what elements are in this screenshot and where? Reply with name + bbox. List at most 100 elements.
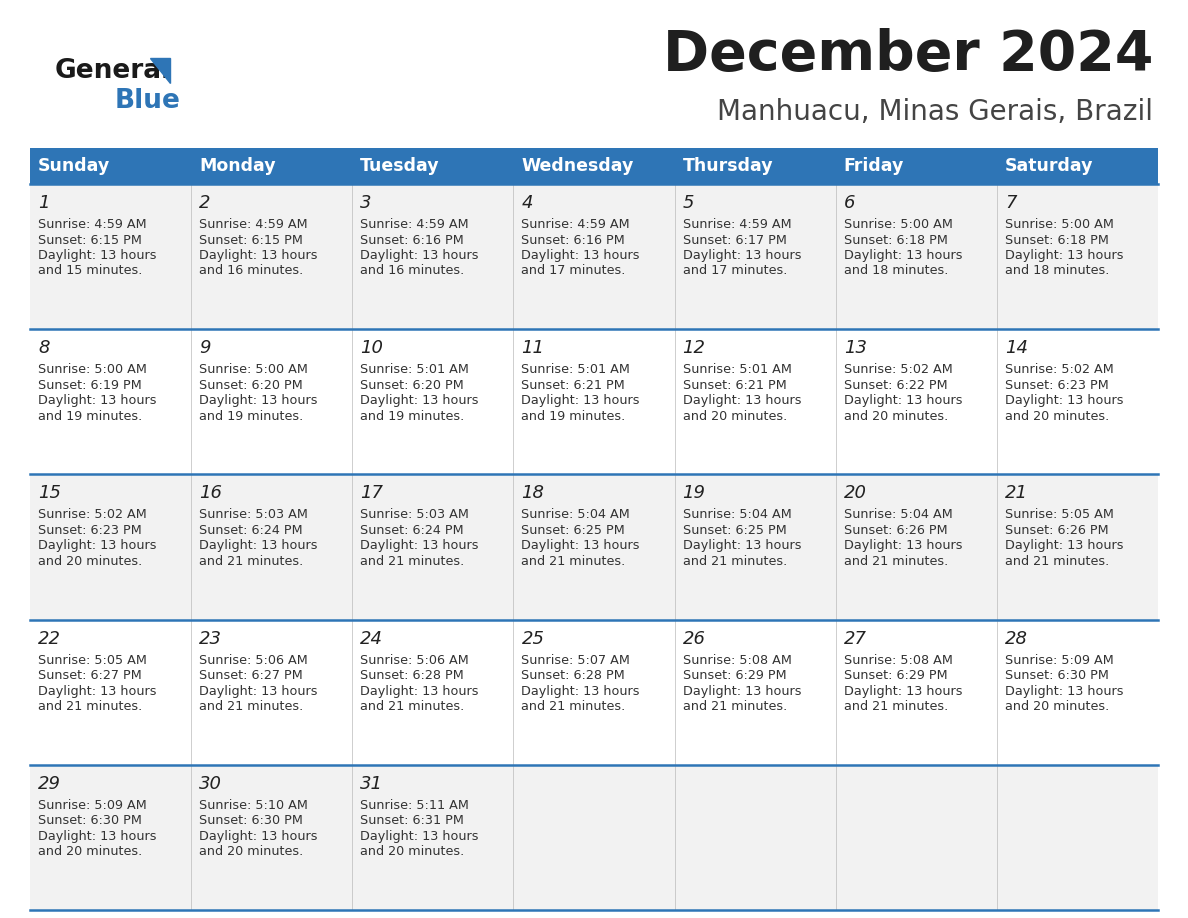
Text: 7: 7 xyxy=(1005,194,1017,212)
Text: and 21 minutes.: and 21 minutes. xyxy=(522,554,626,568)
Text: Sunrise: 5:04 AM: Sunrise: 5:04 AM xyxy=(683,509,791,521)
Bar xyxy=(835,620,997,765)
Text: Daylight: 13 hours: Daylight: 13 hours xyxy=(38,249,157,262)
Text: 24: 24 xyxy=(360,630,384,647)
Text: Sunrise: 4:59 AM: Sunrise: 4:59 AM xyxy=(200,218,308,231)
Text: and 21 minutes.: and 21 minutes. xyxy=(843,554,948,568)
Text: 25: 25 xyxy=(522,630,544,647)
Text: Daylight: 13 hours: Daylight: 13 hours xyxy=(683,249,801,262)
Text: 29: 29 xyxy=(38,775,61,793)
Text: Daylight: 13 hours: Daylight: 13 hours xyxy=(843,685,962,698)
Text: 28: 28 xyxy=(1005,630,1028,647)
Text: Sunset: 6:19 PM: Sunset: 6:19 PM xyxy=(38,379,141,392)
Text: and 21 minutes.: and 21 minutes. xyxy=(360,700,465,713)
Text: and 20 minutes.: and 20 minutes. xyxy=(38,845,143,858)
Text: Daylight: 13 hours: Daylight: 13 hours xyxy=(1005,685,1124,698)
Text: Sunset: 6:27 PM: Sunset: 6:27 PM xyxy=(38,669,141,682)
Text: Sunset: 6:29 PM: Sunset: 6:29 PM xyxy=(843,669,947,682)
Text: Sunrise: 5:06 AM: Sunrise: 5:06 AM xyxy=(360,654,469,666)
Text: Daylight: 13 hours: Daylight: 13 hours xyxy=(683,685,801,698)
Text: 12: 12 xyxy=(683,339,706,357)
Text: Daylight: 13 hours: Daylight: 13 hours xyxy=(200,394,317,408)
Text: and 21 minutes.: and 21 minutes. xyxy=(1005,554,1110,568)
Text: Daylight: 13 hours: Daylight: 13 hours xyxy=(200,685,317,698)
Text: Sunset: 6:30 PM: Sunset: 6:30 PM xyxy=(38,814,141,827)
Text: Sunrise: 5:08 AM: Sunrise: 5:08 AM xyxy=(843,654,953,666)
Text: Sunrise: 5:09 AM: Sunrise: 5:09 AM xyxy=(38,799,147,812)
Text: Daylight: 13 hours: Daylight: 13 hours xyxy=(522,685,640,698)
Text: Daylight: 13 hours: Daylight: 13 hours xyxy=(522,249,640,262)
Text: and 18 minutes.: and 18 minutes. xyxy=(1005,264,1110,277)
Text: Sunset: 6:18 PM: Sunset: 6:18 PM xyxy=(1005,233,1108,247)
Bar xyxy=(675,330,835,475)
Text: Manhuacu, Minas Gerais, Brazil: Manhuacu, Minas Gerais, Brazil xyxy=(718,98,1154,126)
Text: Sunset: 6:22 PM: Sunset: 6:22 PM xyxy=(843,379,947,392)
Bar xyxy=(997,330,1158,475)
Text: Daylight: 13 hours: Daylight: 13 hours xyxy=(360,685,479,698)
Text: Sunset: 6:23 PM: Sunset: 6:23 PM xyxy=(38,524,141,537)
Bar xyxy=(353,475,513,620)
Text: 2: 2 xyxy=(200,194,210,212)
Text: Daylight: 13 hours: Daylight: 13 hours xyxy=(1005,394,1124,408)
Text: Sunset: 6:21 PM: Sunset: 6:21 PM xyxy=(683,379,786,392)
Text: Daylight: 13 hours: Daylight: 13 hours xyxy=(683,394,801,408)
Text: Daylight: 13 hours: Daylight: 13 hours xyxy=(522,394,640,408)
Bar xyxy=(513,148,675,184)
Text: and 21 minutes.: and 21 minutes. xyxy=(200,554,303,568)
Text: and 21 minutes.: and 21 minutes. xyxy=(200,700,303,713)
Text: Sunrise: 5:03 AM: Sunrise: 5:03 AM xyxy=(360,509,469,521)
Text: 17: 17 xyxy=(360,485,384,502)
Text: Daylight: 13 hours: Daylight: 13 hours xyxy=(1005,249,1124,262)
Bar xyxy=(513,765,675,910)
Bar xyxy=(835,765,997,910)
Text: Daylight: 13 hours: Daylight: 13 hours xyxy=(843,394,962,408)
Text: and 20 minutes.: and 20 minutes. xyxy=(360,845,465,858)
Bar xyxy=(835,475,997,620)
Text: Sunrise: 4:59 AM: Sunrise: 4:59 AM xyxy=(683,218,791,231)
Text: Sunrise: 5:01 AM: Sunrise: 5:01 AM xyxy=(683,364,791,376)
Text: 3: 3 xyxy=(360,194,372,212)
Text: 26: 26 xyxy=(683,630,706,647)
Text: 19: 19 xyxy=(683,485,706,502)
Text: 27: 27 xyxy=(843,630,867,647)
Bar xyxy=(30,184,191,330)
Bar xyxy=(997,765,1158,910)
Bar xyxy=(835,330,997,475)
Text: Sunset: 6:31 PM: Sunset: 6:31 PM xyxy=(360,814,465,827)
Text: Sunrise: 4:59 AM: Sunrise: 4:59 AM xyxy=(360,218,469,231)
Text: 16: 16 xyxy=(200,485,222,502)
Text: Sunset: 6:26 PM: Sunset: 6:26 PM xyxy=(1005,524,1108,537)
Text: Sunset: 6:24 PM: Sunset: 6:24 PM xyxy=(200,524,303,537)
Text: Daylight: 13 hours: Daylight: 13 hours xyxy=(38,540,157,553)
Bar xyxy=(30,765,191,910)
Text: Daylight: 13 hours: Daylight: 13 hours xyxy=(360,830,479,843)
Text: Blue: Blue xyxy=(115,88,181,114)
Bar xyxy=(997,620,1158,765)
Text: Sunset: 6:25 PM: Sunset: 6:25 PM xyxy=(522,524,625,537)
Text: 15: 15 xyxy=(38,485,61,502)
Bar xyxy=(513,475,675,620)
Text: Daylight: 13 hours: Daylight: 13 hours xyxy=(38,830,157,843)
Text: Sunset: 6:29 PM: Sunset: 6:29 PM xyxy=(683,669,786,682)
Text: Sunset: 6:27 PM: Sunset: 6:27 PM xyxy=(200,669,303,682)
Bar xyxy=(997,475,1158,620)
Text: 30: 30 xyxy=(200,775,222,793)
Bar xyxy=(353,620,513,765)
Text: Saturday: Saturday xyxy=(1005,157,1093,175)
Text: and 21 minutes.: and 21 minutes. xyxy=(522,700,626,713)
Bar xyxy=(675,765,835,910)
Text: Sunrise: 5:02 AM: Sunrise: 5:02 AM xyxy=(38,509,147,521)
Text: Sunrise: 5:05 AM: Sunrise: 5:05 AM xyxy=(1005,509,1113,521)
Bar xyxy=(997,184,1158,330)
Text: and 20 minutes.: and 20 minutes. xyxy=(200,845,303,858)
Text: Sunset: 6:26 PM: Sunset: 6:26 PM xyxy=(843,524,947,537)
Text: Friday: Friday xyxy=(843,157,904,175)
Bar xyxy=(513,620,675,765)
Bar xyxy=(675,475,835,620)
Text: Sunrise: 5:00 AM: Sunrise: 5:00 AM xyxy=(843,218,953,231)
Text: Sunset: 6:23 PM: Sunset: 6:23 PM xyxy=(1005,379,1108,392)
Bar xyxy=(675,184,835,330)
Text: Daylight: 13 hours: Daylight: 13 hours xyxy=(200,540,317,553)
Bar xyxy=(353,330,513,475)
Text: and 21 minutes.: and 21 minutes. xyxy=(683,554,786,568)
